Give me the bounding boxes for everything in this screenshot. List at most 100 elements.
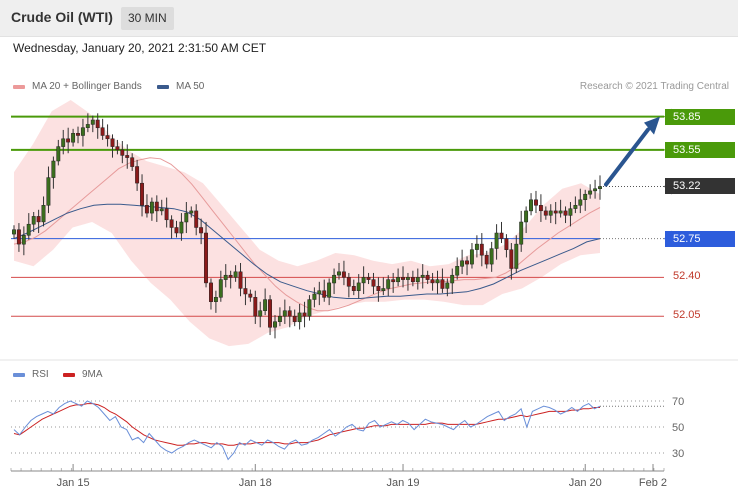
rsi-tick-70: 70 [672, 396, 684, 408]
candle-111 [558, 210, 563, 214]
candle-72 [366, 277, 371, 280]
candle-14 [80, 127, 85, 136]
candle-11 [66, 138, 71, 143]
candle-116 [583, 193, 588, 200]
legend-ma20: MA 20 + Bollinger Bands [13, 81, 142, 92]
candle-64 [327, 282, 332, 298]
candle-38 [199, 227, 204, 234]
x-tick-label-1: Jan 18 [239, 477, 272, 489]
candle-115 [578, 199, 583, 206]
candle-55 [282, 310, 287, 317]
legend-rsi-label: RSI [32, 369, 49, 380]
candle-51 [263, 299, 268, 311]
legend-ma50: MA 50 [157, 81, 204, 92]
candle-56 [287, 310, 292, 317]
candle-119 [598, 186, 602, 189]
candle-79 [401, 277, 405, 280]
candle-58 [297, 312, 302, 323]
candle-112 [563, 210, 568, 216]
candle-19 [105, 135, 110, 140]
candle-59 [302, 312, 307, 317]
legend-ma50-label: MA 50 [176, 81, 205, 92]
candle-3 [26, 223, 31, 236]
candle-67 [341, 271, 346, 278]
last-level-tag-2: 53.22 [665, 178, 735, 195]
candle-78 [396, 277, 401, 283]
candle-93 [469, 249, 474, 265]
candle-97 [489, 248, 494, 265]
candle-48 [248, 293, 253, 298]
candle-29 [154, 201, 159, 212]
ma9-swatch [63, 372, 75, 377]
candle-57 [292, 315, 297, 322]
candle-113 [568, 208, 573, 216]
candle-60 [307, 299, 312, 317]
bollinger-band [14, 100, 600, 347]
candle-12 [71, 133, 76, 143]
candle-118 [593, 188, 598, 192]
resistance-level-tag-0: 53.85 [665, 108, 735, 125]
candle-23 [125, 155, 130, 158]
candle-69 [351, 286, 356, 291]
candle-53 [273, 321, 277, 328]
legend-ma9: 9MA [63, 369, 103, 380]
candle-108 [543, 210, 548, 216]
candle-49 [253, 297, 258, 317]
candle-66 [337, 271, 341, 276]
candle-89 [450, 274, 455, 284]
candle-7 [46, 177, 51, 206]
candle-41 [213, 297, 218, 302]
candle-28 [149, 201, 154, 214]
candle-114 [573, 205, 578, 209]
candle-35 [184, 212, 189, 223]
candle-63 [322, 290, 327, 298]
credit: Research © 2021 Trading Central [579, 81, 729, 92]
candle-18 [100, 127, 105, 136]
candle-8 [51, 160, 56, 178]
legend-ma9-label: 9MA [82, 369, 103, 380]
candle-4 [31, 216, 36, 225]
candle-15 [85, 124, 90, 128]
candle-109 [548, 210, 553, 216]
candle-47 [243, 288, 248, 295]
candle-33 [174, 227, 179, 234]
candle-0 [12, 229, 16, 235]
candle-17 [95, 119, 100, 129]
candle-46 [238, 271, 243, 289]
candle-107 [538, 205, 543, 212]
candle-86 [435, 279, 440, 284]
resistance-level-tag-1: 53.55 [665, 141, 735, 158]
legend-ma20-label: MA 20 + Bollinger Bands [32, 81, 142, 92]
candle-6 [41, 205, 46, 223]
candle-117 [588, 190, 593, 195]
x-tick-label-4: Feb 2 [639, 477, 667, 489]
ma20-line [13, 157, 601, 312]
candle-37 [194, 210, 199, 228]
candle-25 [135, 166, 140, 184]
timeframe-badge[interactable]: 30 MIN [121, 7, 174, 30]
rsi-line [13, 400, 601, 461]
rsi-swatch [13, 372, 25, 377]
x-tick-label-3: Jan 20 [569, 477, 602, 489]
candle-77 [391, 279, 396, 283]
candle-24 [130, 157, 135, 167]
candle-27 [144, 205, 149, 214]
candle-92 [465, 260, 469, 265]
rsi-tick-50: 50 [672, 422, 684, 434]
candle-50 [258, 310, 263, 317]
candle-99 [499, 232, 504, 239]
candle-62 [317, 290, 322, 295]
candle-110 [553, 210, 558, 214]
candle-39 [204, 232, 208, 284]
candle-30 [159, 208, 164, 212]
candle-20 [110, 138, 115, 147]
candle-94 [474, 243, 479, 250]
candle-73 [371, 279, 376, 287]
candle-106 [534, 199, 538, 206]
candle-75 [381, 288, 386, 291]
candle-105 [529, 199, 533, 212]
candle-103 [519, 221, 524, 245]
candle-71 [361, 277, 366, 284]
support-label-4: 52.40 [673, 270, 701, 283]
